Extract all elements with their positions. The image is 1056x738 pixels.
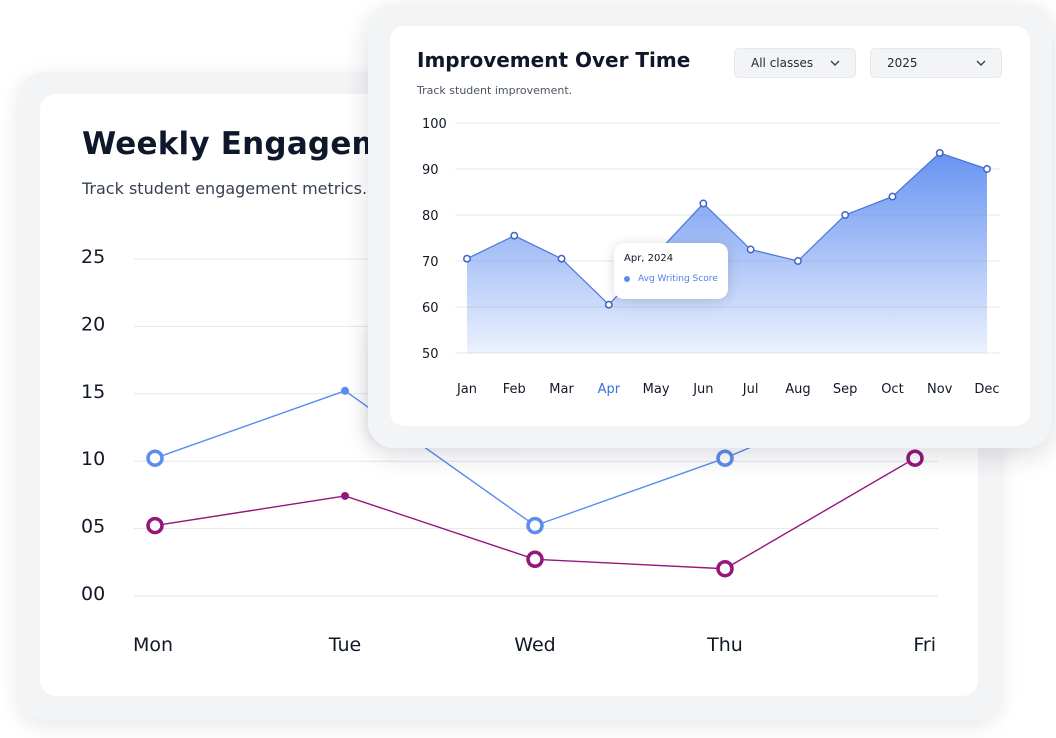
improvement-subtitle: Track student improvement.	[417, 84, 573, 97]
weekly-x-tick: Wed	[514, 634, 555, 656]
tooltip-date: Apr, 2024	[624, 253, 674, 264]
weekly-point	[341, 491, 349, 500]
chevron-down-icon	[830, 60, 840, 66]
tooltip-series-label: Avg Writing Score	[638, 274, 718, 284]
classes-filter-label: All classes	[751, 56, 814, 70]
weekly-y-tick: 05	[81, 516, 105, 538]
weekly-x-tick: Fri	[913, 634, 936, 656]
weekly-point	[716, 559, 734, 578]
tooltip-series-row: Avg Writing Score	[624, 274, 718, 284]
weekly-point	[526, 516, 544, 535]
weekly-point	[146, 516, 164, 535]
chevron-down-icon	[976, 60, 986, 66]
year-filter-dropdown[interactable]: 2025	[870, 48, 1002, 78]
weekly-x-tick: Mon	[133, 634, 173, 656]
classes-filter-dropdown[interactable]: All classes	[734, 48, 856, 78]
weekly-y-tick: 00	[81, 583, 105, 605]
improvement-tooltip: Apr, 2024 Avg Writing Score	[614, 243, 728, 299]
weekly-y-tick: 20	[81, 313, 105, 335]
weekly-point	[906, 449, 924, 467]
weekly-y-tick: 10	[81, 448, 105, 470]
improvement-title: Improvement Over Time	[417, 48, 691, 72]
weekly-x-tick: Tue	[328, 634, 361, 656]
weekly-point	[341, 386, 349, 395]
weekly-point	[146, 449, 164, 467]
weekly-point	[526, 550, 544, 569]
year-filter-label: 2025	[887, 56, 918, 70]
tooltip-series-dot	[624, 276, 630, 282]
weekly-x-tick: Thu	[706, 634, 743, 656]
weekly-engagement-subtitle: Track student engagement metrics.	[82, 179, 368, 198]
weekly-y-tick: 15	[81, 381, 105, 403]
weekly-y-tick: 25	[81, 246, 105, 268]
weekly-point	[716, 449, 734, 467]
